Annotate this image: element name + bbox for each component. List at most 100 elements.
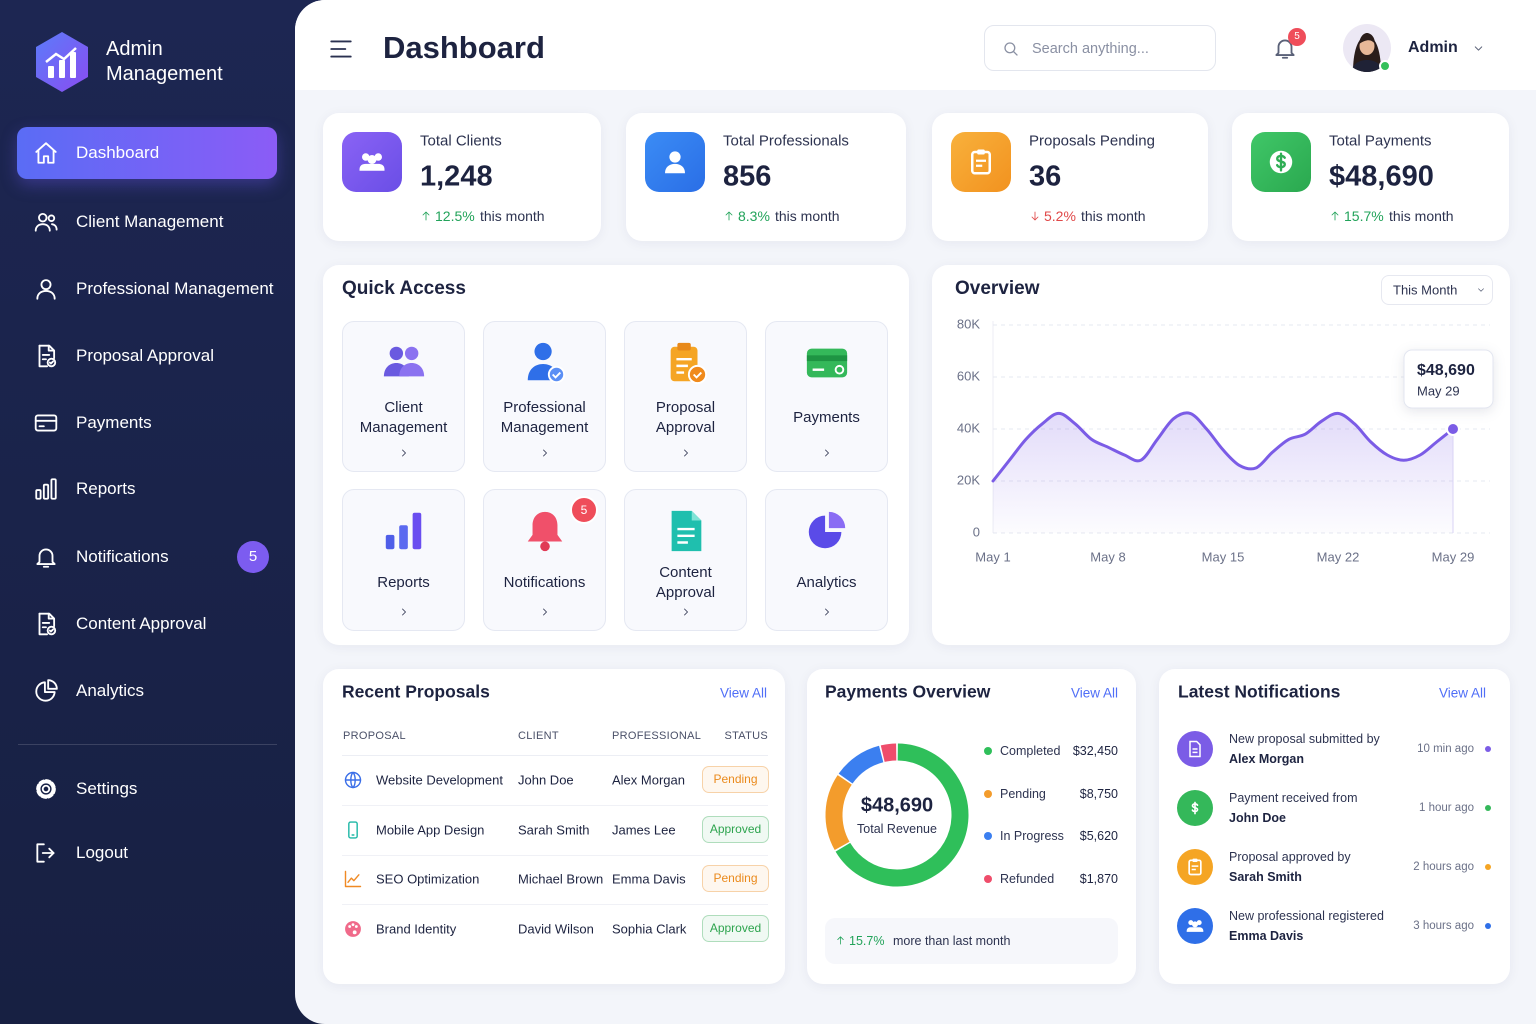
icon-part [344, 871, 362, 888]
icon-part [41, 784, 51, 794]
tile-label: Proposal Approval [655, 399, 716, 436]
period-dropdown[interactable]: This Month [1381, 275, 1493, 305]
stat-card: Total Professionals 856 8.3% this month [626, 113, 906, 241]
search-icon [1004, 42, 1018, 56]
quick-access-tile[interactable]: Professional Management [483, 321, 606, 472]
nav-icon [36, 279, 56, 300]
icon-part [36, 290, 56, 300]
search-box[interactable]: Search anything... [984, 25, 1216, 71]
icon-part [527, 511, 563, 542]
icon-part [971, 150, 991, 175]
nav-item[interactable]: Content Approval [17, 598, 277, 650]
quick-access-tile[interactable]: Reports [342, 489, 465, 631]
nav-item[interactable]: Payments [17, 397, 277, 449]
logo [36, 32, 88, 92]
icon-part [48, 360, 54, 365]
stat-change: 8.3% [738, 208, 770, 224]
icon-part [50, 478, 57, 500]
icon-part [38, 781, 54, 797]
bell-button[interactable] [1272, 35, 1298, 61]
client-name: David Wilson [518, 921, 594, 937]
icon-part [348, 821, 358, 839]
icon-part [1192, 748, 1198, 754]
nav-item[interactable]: Notifications 5 [17, 531, 277, 583]
user-name[interactable]: Admin [1408, 39, 1458, 56]
menu-button[interactable] [328, 36, 354, 62]
icon-part [1478, 288, 1484, 292]
nav-label: Settings [76, 779, 138, 798]
icon-part [687, 364, 708, 385]
icon-part [345, 921, 361, 938]
payments-change: 15.7% [849, 934, 885, 948]
icon-part [1031, 211, 1039, 221]
icon-part [1379, 60, 1391, 72]
notification-glyph [1189, 740, 1201, 758]
status-pill: Approved [702, 815, 769, 843]
line-series [991, 411, 1455, 483]
client-name: John Doe [518, 772, 574, 788]
quick-access-tile[interactable]: Proposal Approval [624, 321, 747, 472]
icon-part [684, 449, 688, 457]
icon-part [385, 534, 395, 550]
icon-part [347, 874, 360, 884]
y-tick-label: 60K [957, 368, 980, 383]
nav-item[interactable]: Analytics [17, 665, 277, 717]
nav-item[interactable]: Dashboard [17, 127, 277, 179]
view-all-link[interactable]: View All [1438, 685, 1486, 701]
trend-arrow [837, 936, 844, 945]
column-header: STATUS [724, 730, 768, 742]
tile-chevron [825, 449, 829, 457]
notification-time: 2 hours ago [1413, 861, 1474, 873]
nav-item[interactable]: Proposal Approval [17, 330, 277, 382]
quick-access-tile[interactable]: Payments [765, 321, 888, 472]
icon-part [806, 355, 848, 362]
stat-glyph [971, 149, 991, 175]
nav-item[interactable]: Reports [17, 463, 277, 515]
icon-part [348, 925, 352, 929]
proposal-icon [344, 771, 362, 789]
row-divider [342, 805, 768, 806]
row-divider [342, 904, 768, 906]
header-bar [295, 0, 1536, 90]
stat-change-text: this month [775, 208, 840, 224]
notification-time: 3 hours ago [1413, 920, 1474, 932]
icon-part [1004, 42, 1016, 54]
icon-part [725, 211, 733, 221]
tile-label: Reports [377, 574, 430, 591]
notification-icon [1177, 731, 1213, 767]
icon-part [47, 612, 55, 620]
icon-part [330, 40, 352, 58]
quick-access-tile[interactable]: Analytics [765, 489, 888, 631]
tile-icon [383, 346, 425, 377]
stat-icon [1251, 132, 1311, 192]
nav-item[interactable]: Client Management [17, 196, 277, 248]
view-all-link[interactable]: View All [719, 685, 767, 701]
tile-label: Analytics [796, 574, 857, 591]
quick-access-tile[interactable]: Content Approval [624, 489, 747, 631]
nav-item[interactable]: Settings [17, 763, 277, 815]
stat-card: Total Payments $48,690 15.7% this month [1232, 113, 1509, 241]
view-all-link[interactable]: View All [1070, 685, 1118, 701]
icon-part [837, 936, 844, 945]
nav-label: Reports [76, 479, 136, 498]
icon-part [402, 608, 406, 616]
tile-chevron [543, 449, 547, 457]
icon-part [404, 346, 419, 361]
notification-icon [1177, 849, 1213, 885]
overview-card: Overview This Month 0 20K 40K 60K 80K May 1 May … [932, 265, 1510, 645]
quick-access-tile[interactable]: Notifications 5 [483, 489, 606, 631]
payments-overview-card: Payments Overview View All $48,690 Total Re… [807, 669, 1136, 984]
stat-glyph [1269, 150, 1293, 174]
nav-item[interactable]: Logout [17, 827, 277, 879]
notification-icon [1177, 908, 1213, 944]
nav-item[interactable]: Professional Management [17, 263, 277, 315]
trend-arrow [422, 211, 430, 221]
notification-time: 10 min ago [1417, 743, 1474, 755]
icon-part [1188, 859, 1202, 876]
tooltip-box [1403, 349, 1494, 409]
icon-part [808, 515, 842, 549]
column-header: PROFESSIONAL [612, 730, 702, 742]
quick-access-tile[interactable]: Client Management [342, 321, 465, 472]
icon-part [48, 628, 54, 633]
nav-icon [34, 414, 58, 432]
